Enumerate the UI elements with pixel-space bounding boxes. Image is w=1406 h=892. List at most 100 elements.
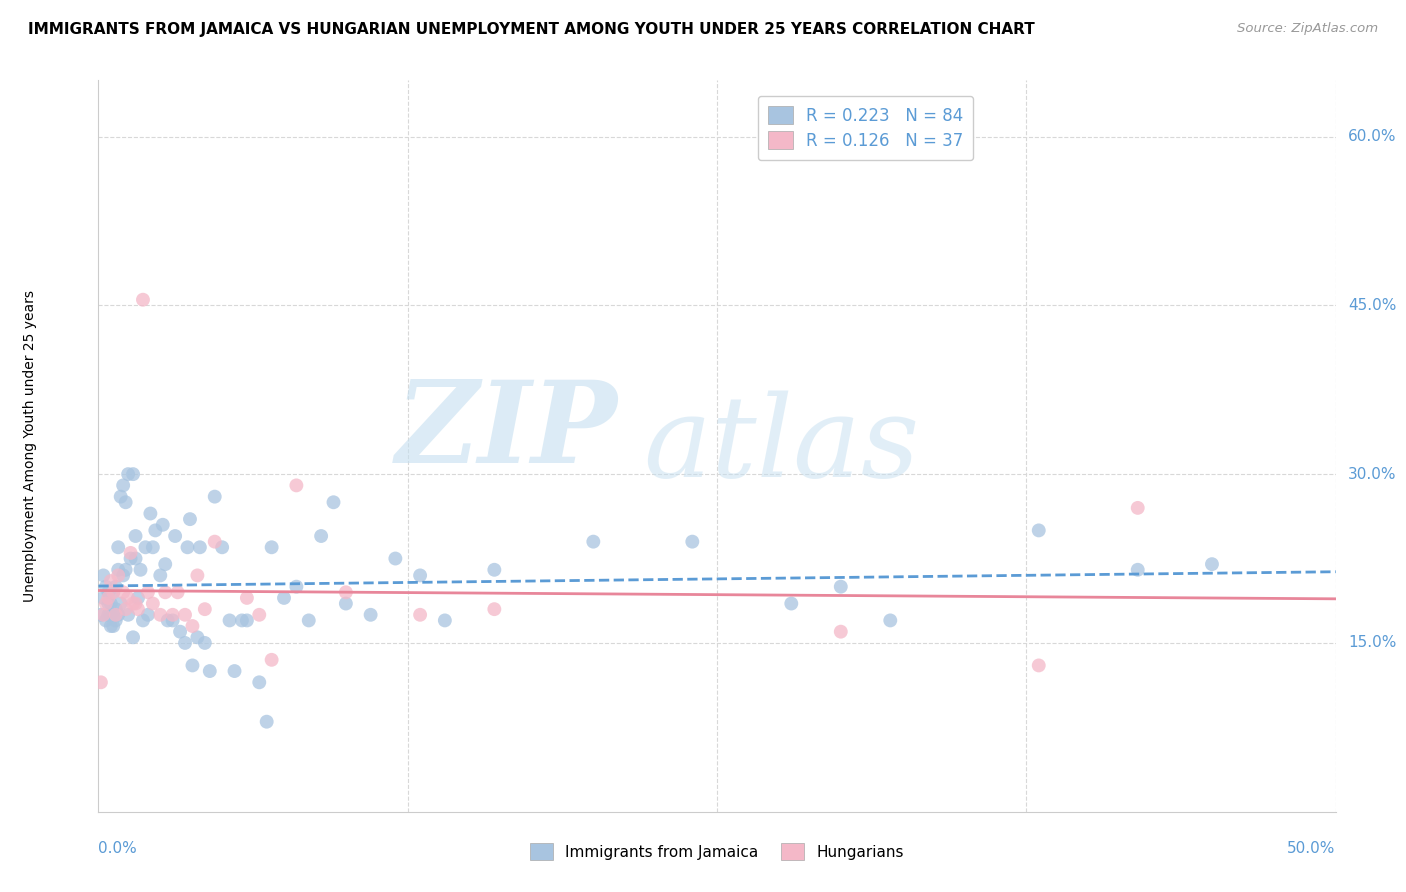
Point bbox=[484, 563, 506, 577]
Point bbox=[107, 541, 129, 555]
Text: 15.0%: 15.0% bbox=[1348, 635, 1396, 650]
Point bbox=[1201, 557, 1223, 571]
Point bbox=[114, 495, 136, 509]
Text: IMMIGRANTS FROM JAMAICA VS HUNGARIAN UNEMPLOYMENT AMONG YOUTH UNDER 25 YEARS COR: IMMIGRANTS FROM JAMAICA VS HUNGARIAN UNE… bbox=[28, 22, 1035, 37]
Point bbox=[236, 591, 259, 605]
Point bbox=[103, 585, 125, 599]
Text: atlas: atlas bbox=[643, 391, 920, 501]
Text: 30.0%: 30.0% bbox=[1348, 467, 1396, 482]
Point bbox=[117, 591, 139, 605]
Point bbox=[211, 541, 233, 555]
Point bbox=[166, 585, 188, 599]
Point bbox=[879, 614, 901, 628]
Point bbox=[181, 619, 204, 633]
Point bbox=[94, 597, 117, 611]
Point bbox=[127, 602, 149, 616]
Point bbox=[188, 541, 211, 555]
Point bbox=[830, 580, 852, 594]
Point bbox=[124, 529, 146, 543]
Point bbox=[484, 602, 506, 616]
Point bbox=[120, 551, 142, 566]
Point bbox=[104, 614, 127, 628]
Point bbox=[169, 624, 191, 639]
Point bbox=[780, 597, 803, 611]
Legend: Immigrants from Jamaica, Hungarians: Immigrants from Jamaica, Hungarians bbox=[524, 838, 910, 866]
Point bbox=[162, 607, 184, 622]
Point bbox=[97, 597, 120, 611]
Text: 45.0%: 45.0% bbox=[1348, 298, 1396, 313]
Point bbox=[162, 614, 184, 628]
Point bbox=[112, 478, 135, 492]
Point bbox=[247, 675, 270, 690]
Point bbox=[322, 495, 344, 509]
Point bbox=[120, 546, 142, 560]
Point bbox=[117, 607, 139, 622]
Point bbox=[224, 664, 246, 678]
Point bbox=[127, 591, 149, 605]
Point bbox=[104, 607, 127, 622]
Point bbox=[194, 636, 217, 650]
Point bbox=[142, 597, 165, 611]
Point bbox=[104, 580, 127, 594]
Point bbox=[129, 563, 152, 577]
Point bbox=[100, 607, 122, 622]
Point bbox=[97, 585, 120, 599]
Point bbox=[124, 597, 146, 611]
Point bbox=[681, 534, 703, 549]
Point bbox=[204, 534, 226, 549]
Point bbox=[155, 557, 177, 571]
Point bbox=[122, 467, 145, 482]
Point bbox=[122, 597, 145, 611]
Point bbox=[107, 607, 129, 622]
Point bbox=[103, 619, 125, 633]
Point bbox=[97, 591, 120, 605]
Point bbox=[93, 591, 115, 605]
Point bbox=[93, 568, 115, 582]
Point bbox=[90, 675, 112, 690]
Point bbox=[104, 602, 127, 616]
Point bbox=[107, 568, 129, 582]
Point bbox=[156, 614, 179, 628]
Point bbox=[110, 597, 132, 611]
Point bbox=[94, 580, 117, 594]
Point bbox=[176, 541, 198, 555]
Point bbox=[117, 467, 139, 482]
Point bbox=[198, 664, 221, 678]
Point bbox=[360, 607, 382, 622]
Point bbox=[285, 580, 308, 594]
Point bbox=[309, 529, 332, 543]
Point bbox=[132, 293, 155, 307]
Point bbox=[384, 551, 406, 566]
Point bbox=[149, 568, 172, 582]
Point bbox=[97, 607, 120, 622]
Point bbox=[285, 478, 308, 492]
Point bbox=[433, 614, 456, 628]
Point bbox=[149, 607, 172, 622]
Point bbox=[107, 563, 129, 577]
Text: ZIP: ZIP bbox=[396, 376, 619, 487]
Text: Unemployment Among Youth under 25 years: Unemployment Among Youth under 25 years bbox=[24, 290, 38, 602]
Point bbox=[194, 602, 217, 616]
Point bbox=[174, 607, 197, 622]
Point bbox=[247, 607, 270, 622]
Point bbox=[100, 597, 122, 611]
Point bbox=[186, 630, 208, 644]
Point bbox=[335, 597, 357, 611]
Point bbox=[273, 591, 295, 605]
Point bbox=[114, 563, 136, 577]
Point bbox=[218, 614, 240, 628]
Point bbox=[139, 507, 162, 521]
Text: Source: ZipAtlas.com: Source: ZipAtlas.com bbox=[1237, 22, 1378, 36]
Point bbox=[335, 585, 357, 599]
Point bbox=[124, 551, 146, 566]
Point bbox=[110, 490, 132, 504]
Point bbox=[136, 585, 159, 599]
Point bbox=[100, 574, 122, 588]
Point bbox=[93, 607, 115, 622]
Point bbox=[114, 602, 136, 616]
Point bbox=[134, 541, 156, 555]
Point bbox=[260, 653, 283, 667]
Point bbox=[1126, 500, 1149, 515]
Text: 0.0%: 0.0% bbox=[98, 841, 138, 856]
Point bbox=[256, 714, 278, 729]
